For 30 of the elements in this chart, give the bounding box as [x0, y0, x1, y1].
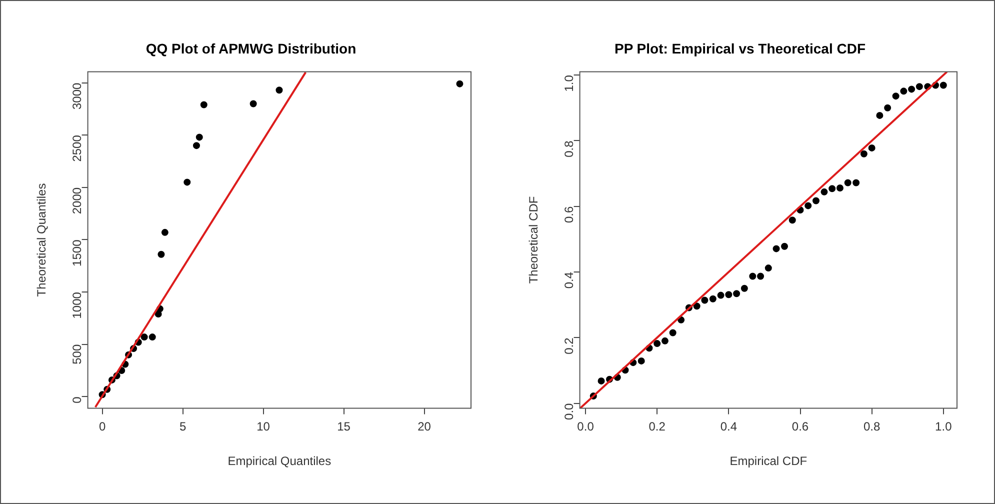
y-tick-label: 0.8	[562, 140, 576, 158]
y-tick-label: 1000	[70, 292, 84, 319]
y-tick-label: 0.4	[562, 272, 576, 289]
x-tick-label: 0.4	[720, 420, 738, 434]
chart-title: QQ Plot of APMWG Distribution	[146, 40, 356, 56]
x-tick-label: 5	[179, 420, 186, 434]
y-tick-label: 0.6	[562, 206, 576, 224]
x-tick-label: 15	[337, 420, 351, 434]
x-tick-label: 1.0	[935, 420, 952, 434]
x-tick-label: 0.0	[577, 420, 594, 434]
y-tick-label: 0	[70, 396, 84, 404]
x-axis-title: Empirical Quantiles	[228, 454, 332, 468]
y-tick-label: 500	[70, 344, 84, 364]
x-tick-label: 0.6	[792, 420, 809, 434]
x-tick-label: 0.2	[648, 420, 666, 434]
y-tick-label: 2000	[70, 187, 84, 214]
x-axis-title: Empirical CDF	[730, 454, 808, 468]
x-tick-label: 0.8	[863, 420, 880, 434]
x-tick-label: 10	[256, 420, 270, 434]
x-tick-label: 0	[98, 420, 106, 434]
y-axis-title: Theoretical CDF	[526, 196, 541, 284]
y-axis-title: Theoretical Quantiles	[34, 183, 49, 297]
y-tick-label: 1.0	[562, 74, 576, 92]
y-tick-label: 1500	[70, 239, 84, 266]
chart-title: PP Plot: Empirical vs Theoretical CDF	[614, 40, 866, 56]
y-tick-label: 0.0	[562, 402, 576, 420]
y-tick-label: 3000	[70, 82, 84, 110]
x-tick-label: 20	[418, 420, 432, 434]
y-tick-label: 0.2	[562, 337, 576, 354]
y-tick-label: 2500	[70, 134, 84, 162]
